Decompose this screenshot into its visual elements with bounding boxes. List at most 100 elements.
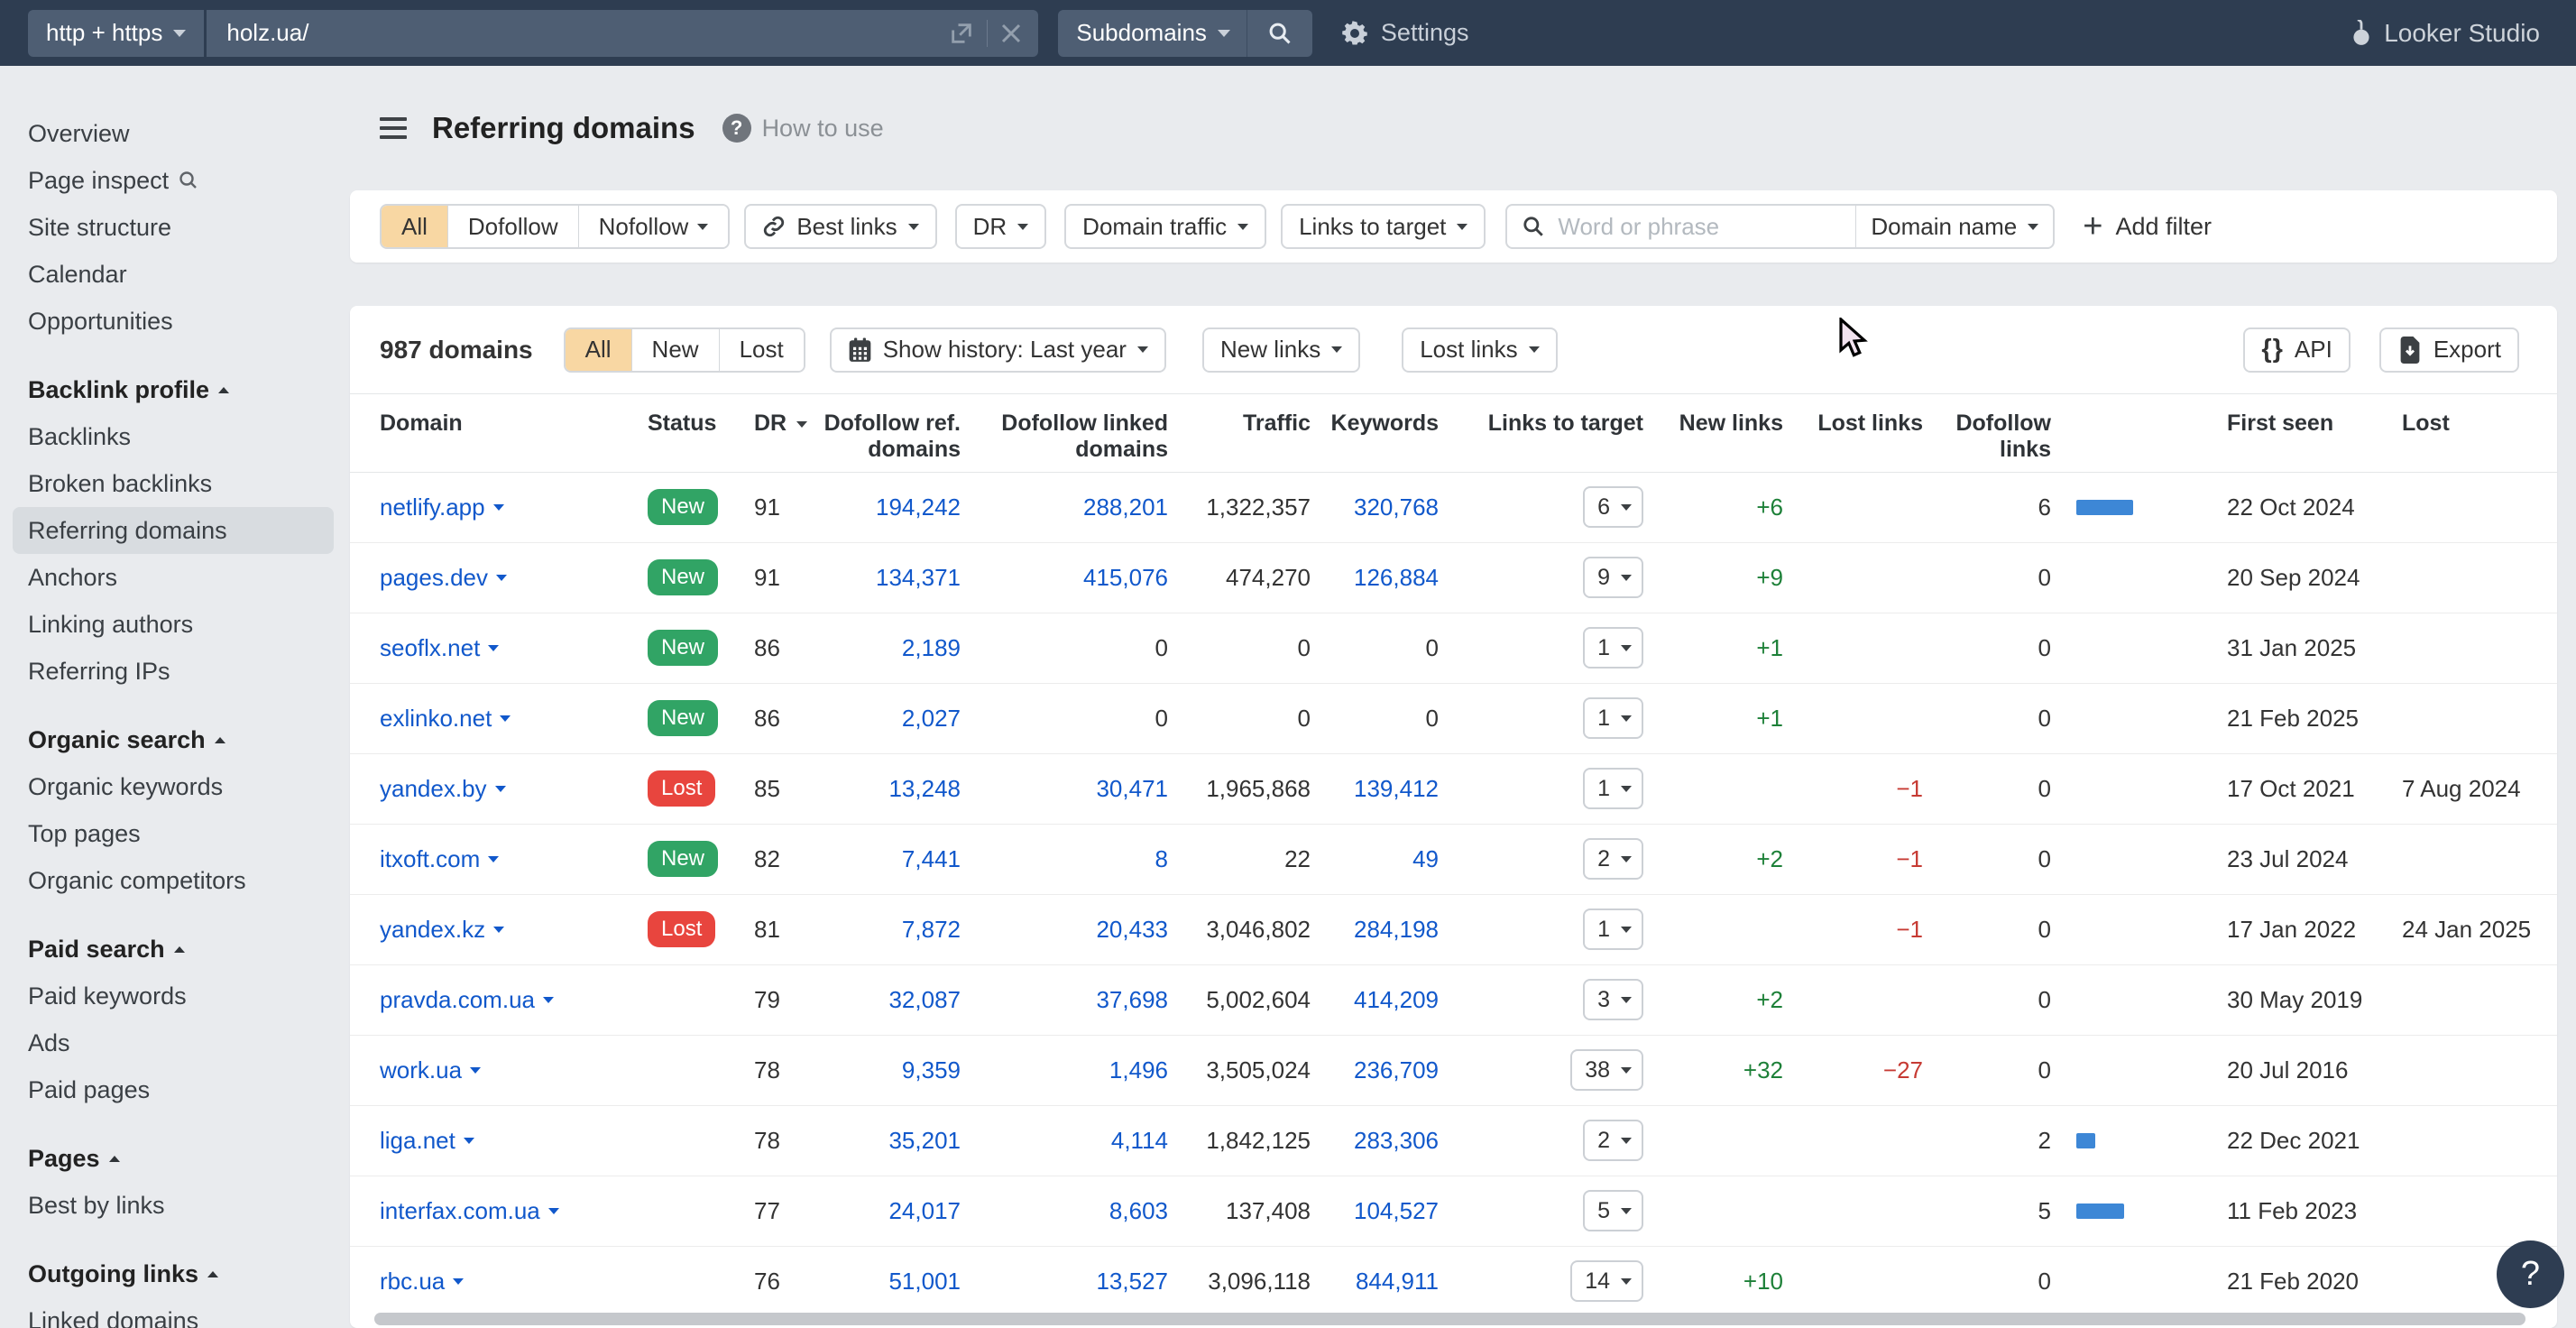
dofollow-ref-domains-link[interactable]: 51,001 [888, 1268, 961, 1295]
add-filter-button[interactable]: + Add filter [2083, 209, 2212, 244]
sidebar-item-referring-domains[interactable]: Referring domains [13, 507, 334, 554]
dofollow-ref-domains-link[interactable]: 35,201 [888, 1127, 961, 1154]
best-links-dropdown[interactable]: Best links [744, 204, 936, 249]
lost-links-delta[interactable]: −1 [1896, 775, 1923, 802]
col-dofollow-linked[interactable]: Dofollow linked domains [972, 394, 1180, 472]
clear-url-icon[interactable] [1000, 23, 1022, 44]
lost-links-delta[interactable]: −1 [1896, 916, 1923, 943]
sidebar-item-backlinks[interactable]: Backlinks [0, 413, 350, 460]
dofollow-ref-domains-link[interactable]: 194,242 [876, 493, 961, 521]
help-fab-button[interactable]: ? [2497, 1240, 2564, 1308]
keywords-link[interactable]: 320,768 [1354, 493, 1439, 521]
domain-link[interactable]: work.ua [380, 1056, 481, 1084]
lost-links-delta[interactable]: −27 [1883, 1056, 1923, 1084]
new-links-delta[interactable]: +2 [1756, 845, 1783, 872]
dofollow-linked-domains-link[interactable]: 13,527 [1096, 1268, 1168, 1295]
scope-dropdown[interactable]: Subdomains [1058, 19, 1247, 47]
domain-link[interactable]: pages.dev [380, 564, 507, 592]
keywords-link[interactable]: 844,911 [1356, 1268, 1439, 1295]
sidebar-item-ads[interactable]: Ads [0, 1019, 350, 1066]
col-new-links[interactable]: New links [1649, 394, 1789, 472]
sidebar-item-paid-keywords[interactable]: Paid keywords [0, 973, 350, 1019]
dofollow-ref-domains-link[interactable]: 2,027 [902, 705, 961, 732]
domain-link[interactable]: pravda.com.ua [380, 986, 554, 1014]
dofollow-linked-domains-link[interactable]: 30,471 [1096, 775, 1168, 802]
dofollow-linked-domains-link[interactable]: 1,496 [1109, 1056, 1168, 1084]
dofollow-linked-domains-link[interactable]: 288,201 [1083, 493, 1168, 521]
domain-link[interactable]: interfax.com.ua [380, 1197, 559, 1225]
keywords-link[interactable]: 236,709 [1354, 1056, 1439, 1084]
api-button[interactable]: {} API [2243, 327, 2351, 373]
status-new-button[interactable]: New [631, 329, 719, 371]
settings-button[interactable]: Settings [1341, 19, 1469, 47]
new-links-delta[interactable]: +9 [1756, 564, 1783, 591]
mode-all-button[interactable]: All [382, 206, 447, 247]
target-url-input[interactable]: holz.ua/ [207, 10, 1038, 57]
sidebar-item-broken-backlinks[interactable]: Broken backlinks [0, 460, 350, 507]
dofollow-linked-domains-link[interactable]: 8 [1155, 845, 1168, 872]
domain-link[interactable]: seoflx.net [380, 634, 499, 662]
lost-links-delta[interactable]: −1 [1896, 845, 1923, 872]
hamburger-menu-icon[interactable] [380, 117, 407, 139]
new-links-delta[interactable]: +6 [1756, 493, 1783, 521]
sidebar-item-anchors[interactable]: Anchors [0, 554, 350, 601]
sidebar-heading-backlink-profile[interactable]: Backlink profile [0, 366, 350, 413]
dofollow-linked-domains-link[interactable]: 37,698 [1096, 986, 1168, 1013]
keywords-link[interactable]: 283,306 [1354, 1127, 1439, 1154]
links-to-target-select[interactable]: 3 [1583, 979, 1643, 1020]
sidebar-item-site-structure[interactable]: Site structure [0, 204, 350, 251]
keywords-link[interactable]: 49 [1412, 845, 1439, 872]
col-links-to-target[interactable]: Links to target [1450, 394, 1649, 472]
dofollow-ref-domains-link[interactable]: 32,087 [888, 986, 961, 1013]
links-to-target-select[interactable]: 1 [1583, 697, 1643, 739]
show-history-dropdown[interactable]: Show history: Last year [830, 327, 1166, 373]
word-or-phrase-input[interactable] [1558, 213, 1855, 241]
sidebar-heading-paid-search[interactable]: Paid search [0, 926, 350, 973]
looker-studio-brand[interactable]: Looker Studio [2350, 19, 2540, 48]
col-dr-sort[interactable]: DR [747, 394, 819, 472]
dofollow-ref-domains-link[interactable]: 13,248 [888, 775, 961, 802]
open-external-icon[interactable] [949, 21, 974, 46]
new-links-delta[interactable]: +32 [1743, 1056, 1783, 1084]
sidebar-heading-pages[interactable]: Pages [0, 1135, 350, 1182]
new-links-delta[interactable]: +10 [1743, 1268, 1783, 1295]
mode-dofollow-button[interactable]: Dofollow [447, 206, 578, 247]
dofollow-ref-domains-link[interactable]: 2,189 [902, 634, 961, 661]
links-to-target-select[interactable]: 2 [1583, 1120, 1643, 1161]
keywords-link[interactable]: 414,209 [1354, 986, 1439, 1013]
mode-nofollow-dropdown[interactable]: Nofollow [578, 206, 729, 247]
sidebar-item-referring-ips[interactable]: Referring IPs [0, 648, 350, 695]
help-circle-icon[interactable]: ? [722, 114, 751, 143]
export-button[interactable]: Export [2379, 327, 2519, 373]
sidebar-item-overview[interactable]: Overview [0, 110, 350, 157]
links-to-target-select[interactable]: 5 [1583, 1190, 1643, 1231]
domain-link[interactable]: netlify.app [380, 493, 504, 521]
new-links-delta[interactable]: +2 [1756, 986, 1783, 1013]
dofollow-ref-domains-link[interactable]: 24,017 [888, 1197, 961, 1224]
domain-traffic-dropdown[interactable]: Domain traffic [1064, 204, 1266, 249]
sidebar-heading-outgoing-links[interactable]: Outgoing links [0, 1250, 350, 1297]
new-links-delta[interactable]: +1 [1756, 705, 1783, 732]
links-to-target-select[interactable]: 2 [1583, 838, 1643, 880]
col-first-seen[interactable]: First seen [2199, 394, 2379, 472]
col-lost-links[interactable]: Lost links [1789, 394, 1928, 472]
keywords-link[interactable]: 139,412 [1354, 775, 1439, 802]
domain-link[interactable]: yandex.by [380, 775, 506, 803]
status-all-button[interactable]: All [566, 329, 631, 371]
dofollow-linked-domains-link[interactable]: 8,603 [1109, 1197, 1168, 1224]
sidebar-item-calendar[interactable]: Calendar [0, 251, 350, 298]
links-to-target-select[interactable]: 1 [1583, 627, 1643, 669]
col-domain[interactable]: Domain [350, 394, 648, 472]
dr-filter-dropdown[interactable]: DR [955, 204, 1047, 249]
sidebar-item-page-inspect[interactable]: Page inspect [0, 157, 350, 204]
sidebar-heading-organic-search[interactable]: Organic search [0, 716, 350, 763]
sidebar-item-top-pages[interactable]: Top pages [0, 810, 350, 857]
links-to-target-dropdown[interactable]: Links to target [1281, 204, 1486, 249]
dofollow-ref-domains-link[interactable]: 9,359 [902, 1056, 961, 1084]
status-lost-button[interactable]: Lost [719, 329, 804, 371]
horizontal-scrollbar[interactable] [374, 1313, 2525, 1325]
sidebar-item-linking-authors[interactable]: Linking authors [0, 601, 350, 648]
dofollow-linked-domains-link[interactable]: 4,114 [1111, 1127, 1168, 1154]
links-to-target-select[interactable]: 1 [1583, 908, 1643, 950]
domain-link[interactable]: liga.net [380, 1127, 474, 1155]
